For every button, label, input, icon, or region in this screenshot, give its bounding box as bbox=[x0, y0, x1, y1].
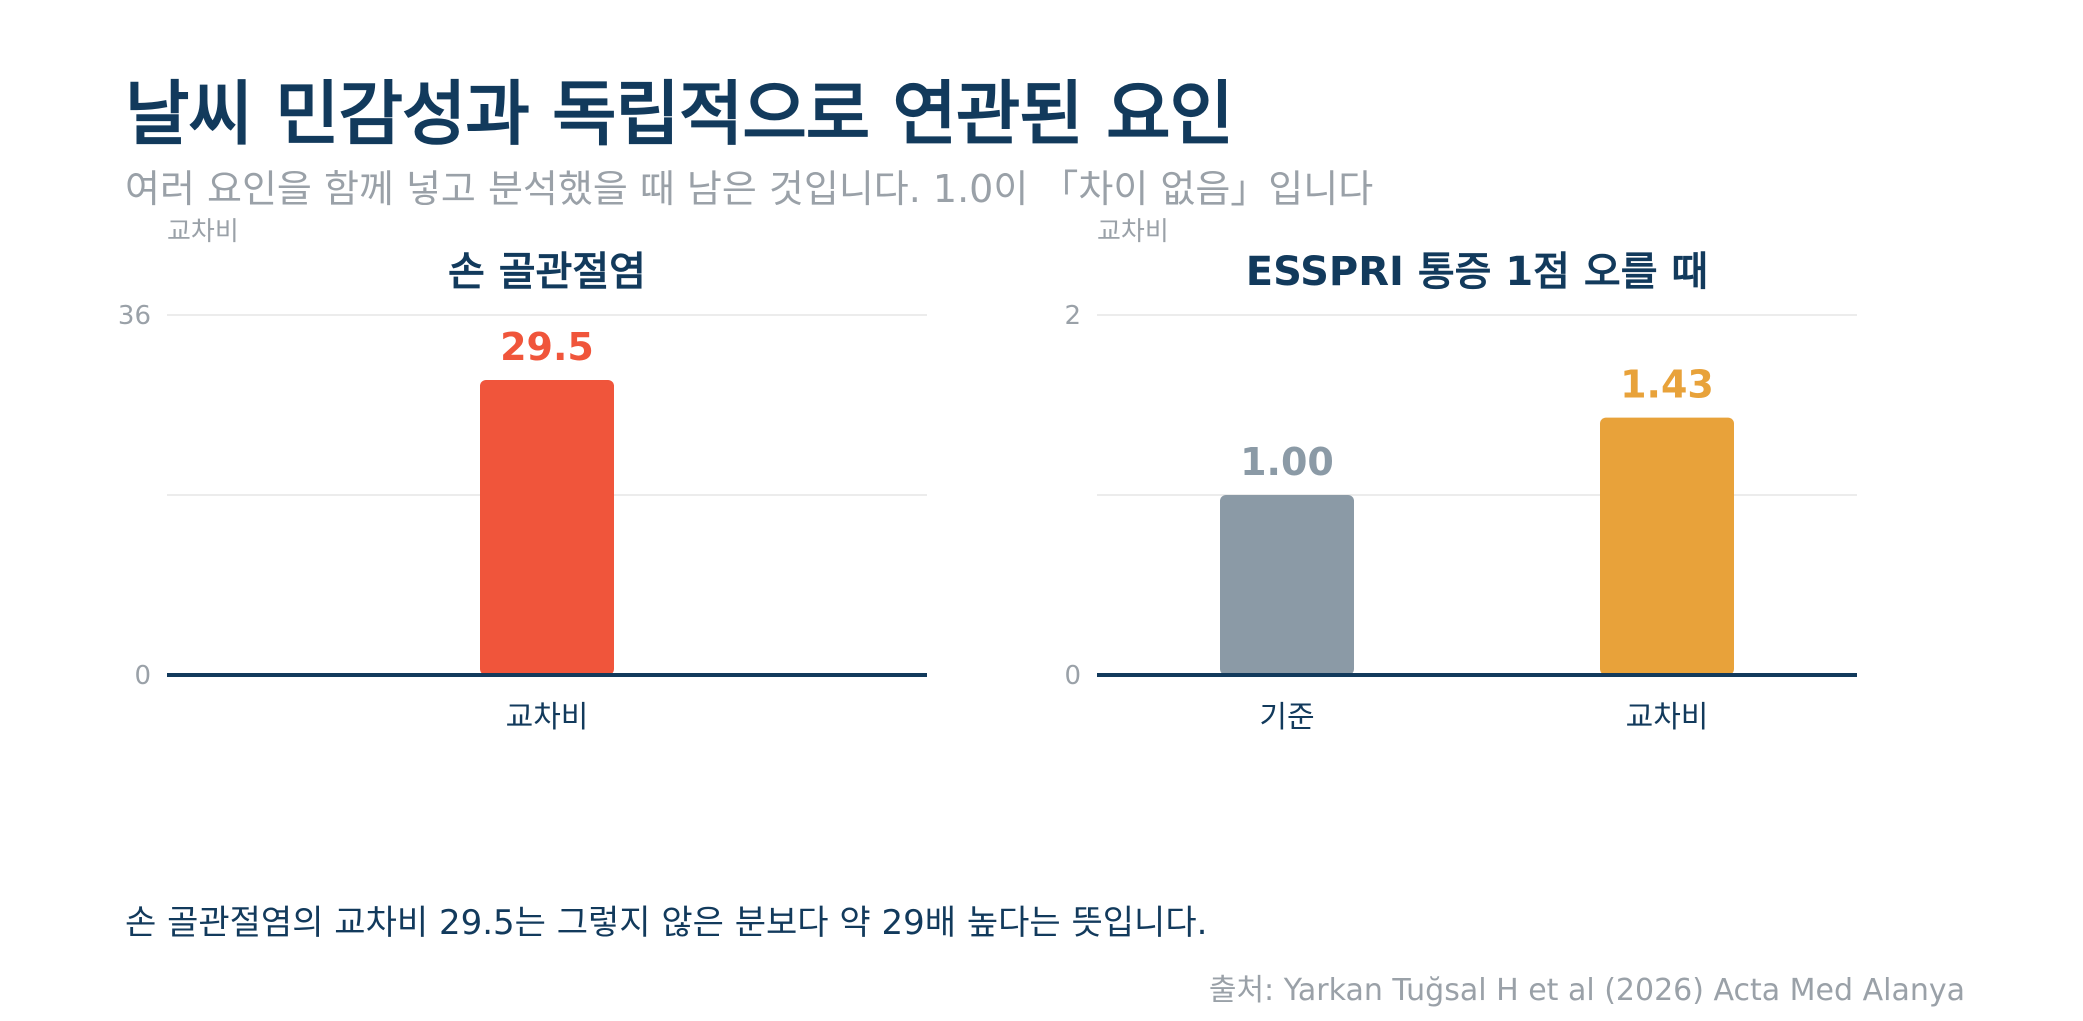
chart-title: ESSPRI 통증 1점 오를 때 bbox=[1246, 249, 1708, 295]
bar bbox=[1600, 417, 1734, 675]
page-subtitle: 여러 요인을 함께 넣고 분석했을 때 남은 것입니다. 1.0이 「차이 없음… bbox=[125, 167, 1374, 211]
x-tick-label: 기준 bbox=[1259, 700, 1314, 735]
y-axis-label: 교차비 bbox=[1097, 217, 1169, 247]
bar bbox=[480, 380, 614, 675]
source-credit: 출처: Yarkan Tuğsal H et al (2026) Acta Me… bbox=[1208, 973, 1965, 1008]
chart-panel-hand-oa: 교차비 손 골관절염 0 36 29.5 교차비 bbox=[118, 210, 965, 750]
y-tick-label: 2 bbox=[1064, 301, 1081, 331]
footnote: 손 골관절염의 교차비 29.5는 그렇지 않은 분보다 약 29배 높다는 뜻… bbox=[125, 903, 1208, 943]
bar-value-label: 1.00 bbox=[1240, 440, 1334, 484]
chart-panel-esspri-pain: 교차비 ESSPRI 통증 1점 오를 때 0 2 1.00 기준 1.43 교차비 bbox=[1055, 210, 1895, 750]
bar bbox=[1220, 495, 1354, 675]
chart-title: 손 골관절염 bbox=[448, 249, 646, 295]
chart-svg-esspri-pain: 교차비 ESSPRI 통증 1점 오를 때 0 2 1.00 기준 1.43 교차비 bbox=[1064, 217, 1857, 735]
y-tick-label: 0 bbox=[1064, 661, 1081, 691]
y-tick-label: 36 bbox=[118, 301, 151, 331]
x-tick-label: 교차비 bbox=[506, 700, 589, 735]
bar-value-label: 1.43 bbox=[1620, 363, 1714, 407]
y-tick-label: 0 bbox=[134, 661, 151, 691]
y-axis-label: 교차비 bbox=[167, 217, 239, 247]
page-title: 날씨 민감성과 독립적으로 연관된 요인 bbox=[125, 73, 1234, 155]
x-tick-label: 교차비 bbox=[1626, 700, 1709, 735]
bar-value-label: 29.5 bbox=[500, 325, 594, 369]
